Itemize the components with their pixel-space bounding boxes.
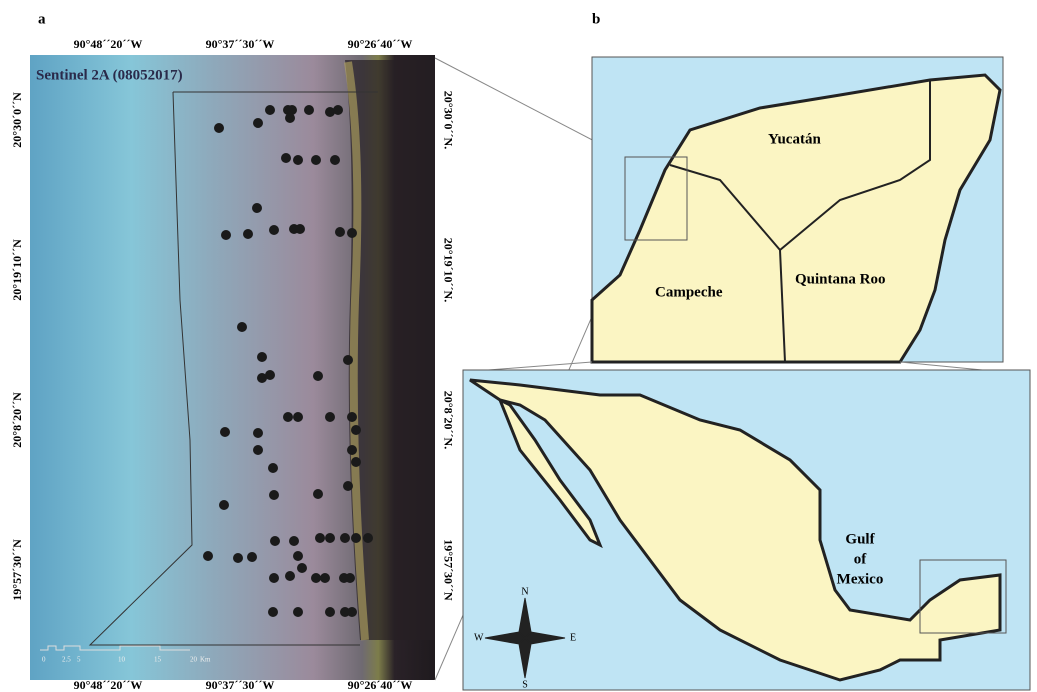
sample-point bbox=[243, 229, 253, 239]
sample-point bbox=[340, 533, 350, 543]
sample-point bbox=[233, 553, 243, 563]
scale-label: Km bbox=[200, 656, 211, 664]
sample-point bbox=[293, 412, 303, 422]
sample-point bbox=[333, 105, 343, 115]
compass-e: E bbox=[570, 632, 576, 643]
sample-point bbox=[311, 155, 321, 165]
sample-point bbox=[295, 224, 305, 234]
sample-point bbox=[315, 533, 325, 543]
sample-point bbox=[268, 607, 278, 617]
scale-label: 20 bbox=[190, 656, 198, 664]
sample-point bbox=[335, 227, 345, 237]
sea-label: Mexico bbox=[837, 571, 884, 587]
sea-label: of bbox=[854, 551, 868, 567]
sample-point bbox=[351, 457, 361, 467]
scale-label: 15 bbox=[154, 656, 162, 664]
left-label: 20°19´10´´N bbox=[10, 239, 24, 301]
bottom-label: 90°37´´30´´W bbox=[206, 678, 275, 692]
sample-point bbox=[253, 445, 263, 455]
scale-label: 2.5 bbox=[62, 656, 71, 664]
top-label: 90°48´´20´´W bbox=[74, 37, 143, 51]
sample-point bbox=[351, 425, 361, 435]
state-label: Campeche bbox=[655, 284, 723, 300]
sample-point bbox=[351, 533, 361, 543]
image-title: Sentinel 2A (08052017) bbox=[36, 67, 183, 83]
sample-point bbox=[304, 105, 314, 115]
sample-point bbox=[203, 551, 213, 561]
sample-point bbox=[221, 230, 231, 240]
top-label: 90°37´´30´´W bbox=[206, 37, 275, 51]
sample-point bbox=[347, 412, 357, 422]
sample-point bbox=[269, 225, 279, 235]
panel-label: b bbox=[592, 11, 600, 27]
sample-point bbox=[330, 155, 340, 165]
left-label: 20°30´0´´N bbox=[10, 92, 24, 148]
top-label: 90°26´40´´W bbox=[348, 37, 413, 51]
scale-label: 10 bbox=[118, 656, 126, 664]
right-label: 20°19´10´´N. bbox=[441, 238, 455, 302]
sample-point bbox=[252, 203, 262, 213]
sample-point bbox=[237, 322, 247, 332]
sample-point bbox=[347, 607, 357, 617]
sample-point bbox=[253, 428, 263, 438]
bottom-label: 90°26´40´´W bbox=[348, 678, 413, 692]
sample-point bbox=[325, 607, 335, 617]
compass-w: W bbox=[474, 632, 484, 643]
sample-point bbox=[347, 445, 357, 455]
sample-point bbox=[219, 500, 229, 510]
left-label: 20°8´20´´N bbox=[10, 392, 24, 448]
sample-point bbox=[257, 352, 267, 362]
sample-point bbox=[297, 563, 307, 573]
sample-point bbox=[325, 533, 335, 543]
bottom-label: 90°48´´20´´W bbox=[74, 678, 143, 692]
state-label: Yucatán bbox=[768, 131, 821, 147]
sample-point bbox=[347, 228, 357, 238]
sample-point bbox=[281, 153, 291, 163]
sample-point bbox=[313, 371, 323, 381]
sample-point bbox=[265, 105, 275, 115]
right-label: 20°8´20´´N. bbox=[441, 391, 455, 449]
sample-point bbox=[269, 490, 279, 500]
sample-point bbox=[269, 573, 279, 583]
left-label: 19°57´30´´N bbox=[10, 539, 24, 601]
sample-point bbox=[220, 427, 230, 437]
sample-point bbox=[345, 573, 355, 583]
sample-point bbox=[214, 123, 224, 133]
sample-point bbox=[311, 573, 321, 583]
sample-point bbox=[363, 533, 373, 543]
sample-point bbox=[285, 113, 295, 123]
sample-point bbox=[283, 412, 293, 422]
sample-point bbox=[293, 551, 303, 561]
sample-point bbox=[325, 412, 335, 422]
compass-s: S bbox=[522, 679, 528, 690]
sample-point bbox=[270, 536, 280, 546]
sample-point bbox=[285, 571, 295, 581]
scale-label: 5 bbox=[77, 656, 81, 664]
sample-point bbox=[268, 463, 278, 473]
state-label: Quintana Roo bbox=[795, 271, 885, 287]
sample-point bbox=[247, 552, 257, 562]
sample-point bbox=[343, 481, 353, 491]
figure: a b Sentinel 2A (08052017) 90°48´´20´´W 9… bbox=[0, 0, 1037, 692]
sea-label: Gulf bbox=[845, 531, 875, 547]
sample-point bbox=[320, 573, 330, 583]
scale-label: 0 bbox=[42, 656, 46, 664]
sample-point bbox=[253, 118, 263, 128]
sample-point bbox=[313, 489, 323, 499]
right-label: 19°57´30´´N bbox=[441, 539, 455, 601]
sample-point bbox=[293, 607, 303, 617]
sample-point bbox=[343, 355, 353, 365]
sample-point bbox=[265, 370, 275, 380]
compass-n: N bbox=[521, 586, 528, 597]
right-label: 20°30´0´´N. bbox=[441, 91, 455, 149]
sample-point bbox=[293, 155, 303, 165]
panel-label: a bbox=[38, 11, 46, 27]
sample-point bbox=[289, 536, 299, 546]
